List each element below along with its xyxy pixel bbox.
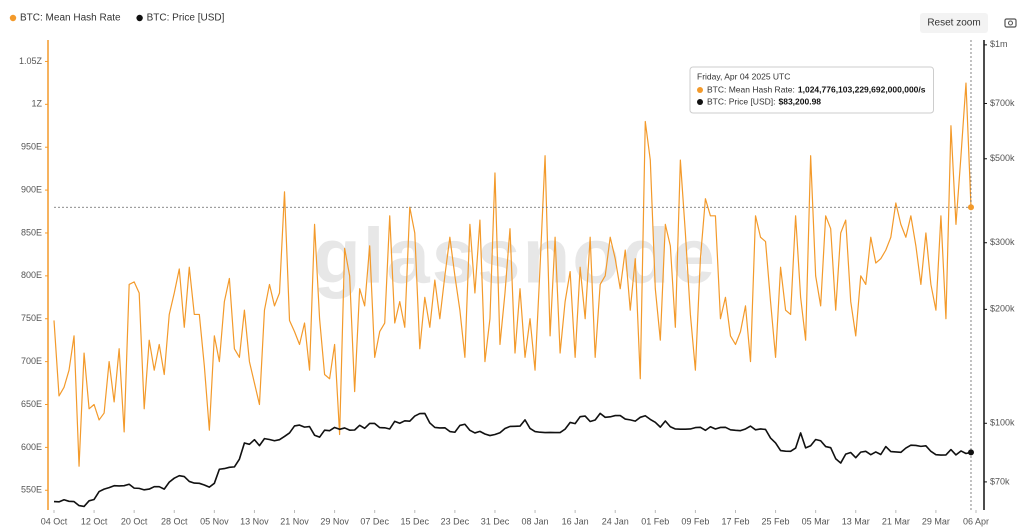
tooltip-label: BTC: Mean Hash Rate: — [707, 84, 795, 94]
tooltip-marker — [697, 87, 703, 93]
tooltip-marker — [697, 99, 703, 105]
x-tick-label: 21 Nov — [280, 516, 309, 526]
watermark: glassnode — [313, 212, 717, 300]
y-tick-label: 550E — [21, 485, 42, 495]
x-tick-label: 12 Oct — [81, 516, 108, 526]
legend-label: BTC: Mean Hash Rate — [20, 13, 121, 24]
x-tick-label: 23 Dec — [441, 516, 470, 526]
x-tick-label: 31 Dec — [481, 516, 510, 526]
tooltip-value: 1,024,776,103,229,692,000,000/s — [798, 84, 926, 94]
y-tick-label: 900E — [21, 184, 42, 194]
tooltip-box — [689, 66, 934, 114]
camera-lens[interactable] — [1007, 20, 1014, 26]
y2-tick-label: $70k — [990, 476, 1010, 486]
tooltip-label: BTC: Price [USD]: — [707, 96, 775, 106]
x-tick-label: 06 Apr — [963, 516, 989, 526]
legend-marker — [136, 14, 143, 22]
y2-tick-label: $100k — [990, 418, 1015, 428]
y-tick-label: 800E — [21, 270, 42, 280]
x-tick-label: 01 Feb — [641, 516, 669, 526]
tooltip-value: $83,200.98 — [778, 96, 821, 106]
tooltip: Friday, Apr 04 2025 UTC BTC: Mean Hash Ra… — [689, 66, 934, 114]
x-tick-label: 21 Mar — [882, 516, 910, 526]
y-tick-label: 1Z — [31, 99, 42, 109]
x-tick-label: 28 Oct — [161, 516, 188, 526]
legend-marker — [9, 14, 17, 22]
camera-body[interactable] — [1004, 18, 1017, 28]
x-tick-label: 04 Oct — [41, 516, 68, 526]
x-tick-label: 13 Mar — [842, 516, 870, 526]
x-tick-label: 07 Dec — [360, 516, 389, 526]
x-tick-label: 25 Feb — [762, 516, 790, 526]
hover-point — [967, 449, 974, 456]
x-tick-label: 17 Feb — [721, 516, 749, 526]
y-tick-label: 600E — [21, 442, 42, 452]
y2-tick-label: $300k — [990, 237, 1015, 247]
legend-label: BTC: Price [USD] — [147, 13, 225, 24]
reset-zoom-button[interactable]: Reset zoom — [920, 13, 988, 33]
hover-point — [967, 204, 974, 211]
y-tick-label: 700E — [21, 356, 42, 366]
x-tick-label: 20 Oct — [121, 516, 148, 526]
x-tick-label: 15 Dec — [401, 516, 430, 526]
reset-zoom-label[interactable]: Reset zoom — [927, 18, 980, 29]
y2-tick-label: $200k — [990, 304, 1015, 314]
series-line — [53, 82, 972, 467]
x-tick-label: 29 Nov — [320, 516, 349, 526]
y-tick-label: 950E — [21, 142, 42, 152]
x-tick-label: 05 Mar — [802, 516, 830, 526]
y2-tick-label: $500k — [990, 153, 1015, 163]
x-tick-label: 08 Jan — [522, 516, 549, 526]
x-tick-label: 24 Jan — [602, 516, 629, 526]
series-line — [53, 412, 972, 508]
tooltip-date: Friday, Apr 04 2025 UTC — [697, 71, 790, 81]
x-tick-label: 16 Jan — [562, 516, 589, 526]
y-tick-label: 850E — [21, 227, 42, 237]
x-tick-label: 29 Mar — [922, 516, 950, 526]
y-tick-label: 650E — [21, 399, 42, 409]
reset-zoom-bg[interactable] — [920, 13, 988, 33]
x-tick-label: 05 Nov — [200, 516, 229, 526]
x-tick-label: 09 Feb — [681, 516, 709, 526]
y-tick-label: 750E — [21, 313, 42, 323]
y2-tick-label: $1m — [990, 39, 1008, 49]
x-tick-label: 13 Nov — [240, 516, 269, 526]
camera-icon[interactable] — [1004, 18, 1017, 28]
y2-tick-label: $700k — [990, 98, 1015, 108]
y-tick-label: 1.05Z — [19, 56, 43, 66]
